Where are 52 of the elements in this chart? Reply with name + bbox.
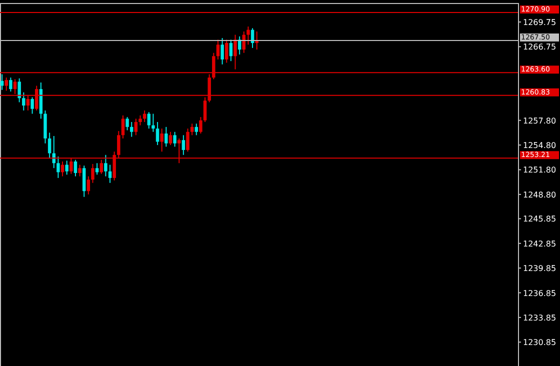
y-tick-label: 1269.75 bbox=[523, 18, 556, 28]
candlestick bbox=[78, 164, 82, 177]
y-tick-label: 1254.80 bbox=[523, 141, 556, 150]
candlestick bbox=[182, 134, 186, 156]
y-tick-label: 1257.80 bbox=[523, 116, 556, 126]
candlestick bbox=[82, 165, 86, 198]
candlestick bbox=[229, 39, 233, 62]
candlestick bbox=[168, 131, 172, 146]
candlestick bbox=[224, 39, 228, 64]
candlestick bbox=[48, 132, 52, 159]
y-tick-label: 1266.75 bbox=[523, 42, 556, 52]
candlestick bbox=[138, 114, 142, 126]
y-tick-label: 1245.85 bbox=[523, 214, 556, 224]
candlestick bbox=[18, 78, 21, 103]
y-tick-label: 1230.85 bbox=[523, 338, 556, 348]
candlestick bbox=[130, 122, 134, 138]
y-tick-label: 1248.80 bbox=[523, 190, 556, 200]
candlestick bbox=[216, 39, 220, 60]
candlestick bbox=[74, 159, 78, 177]
y-tick-label: 1239.85 bbox=[523, 264, 556, 274]
candlestick bbox=[190, 123, 194, 136]
candlestick bbox=[65, 160, 68, 176]
candlestick bbox=[95, 162, 99, 176]
candlestick bbox=[56, 156, 60, 178]
candlestick bbox=[164, 126, 168, 148]
candlestick bbox=[126, 116, 129, 131]
candlestick bbox=[152, 113, 155, 132]
candlestick bbox=[147, 112, 150, 130]
candlestick bbox=[173, 131, 176, 148]
candlestick bbox=[220, 38, 224, 65]
candlestick bbox=[30, 96, 34, 114]
candlestick bbox=[246, 26, 250, 46]
candlestick bbox=[9, 77, 12, 92]
candlestick bbox=[234, 34, 237, 70]
candlestick bbox=[121, 114, 125, 139]
candlestick bbox=[134, 118, 138, 136]
candlestick bbox=[104, 154, 108, 177]
y-tick-label: 1242.85 bbox=[523, 239, 556, 248]
candlestick bbox=[156, 122, 160, 146]
y-tick-label: 1251.80 bbox=[523, 166, 556, 175]
candlestick bbox=[22, 92, 26, 111]
candlestick bbox=[108, 164, 112, 184]
y-tick-label: 1233.85 bbox=[523, 313, 556, 322]
candlestick bbox=[4, 77, 8, 92]
candlestick bbox=[199, 116, 202, 134]
candlestick bbox=[86, 176, 90, 195]
candlestick bbox=[186, 128, 190, 152]
candlestick bbox=[0, 74, 4, 90]
candlestick bbox=[91, 163, 94, 184]
candlestick bbox=[160, 128, 164, 152]
y-tick-label: 1236.85 bbox=[523, 288, 556, 298]
candlestick bbox=[194, 123, 198, 136]
